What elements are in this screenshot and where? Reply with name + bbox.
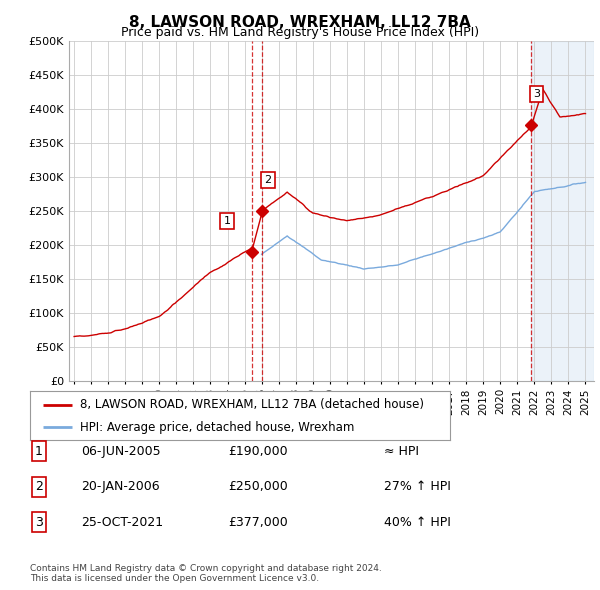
Text: £250,000: £250,000: [228, 480, 288, 493]
Text: 3: 3: [35, 516, 43, 529]
Bar: [531, 41, 594, 381]
Text: 8, LAWSON ROAD, WREXHAM, LL12 7BA (detached house): 8, LAWSON ROAD, WREXHAM, LL12 7BA (detac…: [80, 398, 424, 411]
Text: 3: 3: [533, 89, 540, 99]
Text: £190,000: £190,000: [228, 445, 287, 458]
Text: 2: 2: [35, 480, 43, 493]
Text: 1: 1: [223, 216, 230, 226]
Text: Price paid vs. HM Land Registry's House Price Index (HPI): Price paid vs. HM Land Registry's House …: [121, 26, 479, 39]
Text: 25-OCT-2021: 25-OCT-2021: [81, 516, 163, 529]
Text: HPI: Average price, detached house, Wrexham: HPI: Average price, detached house, Wrex…: [80, 421, 355, 434]
Text: £377,000: £377,000: [228, 516, 288, 529]
Text: 2: 2: [265, 175, 272, 185]
Text: 20-JAN-2006: 20-JAN-2006: [81, 480, 160, 493]
Text: 27% ↑ HPI: 27% ↑ HPI: [384, 480, 451, 493]
Text: 06-JUN-2005: 06-JUN-2005: [81, 445, 161, 458]
Text: Contains HM Land Registry data © Crown copyright and database right 2024.
This d: Contains HM Land Registry data © Crown c…: [30, 563, 382, 583]
Text: 8, LAWSON ROAD, WREXHAM, LL12 7BA: 8, LAWSON ROAD, WREXHAM, LL12 7BA: [129, 15, 471, 30]
Text: 40% ↑ HPI: 40% ↑ HPI: [384, 516, 451, 529]
Text: 1: 1: [35, 445, 43, 458]
Text: ≈ HPI: ≈ HPI: [384, 445, 419, 458]
